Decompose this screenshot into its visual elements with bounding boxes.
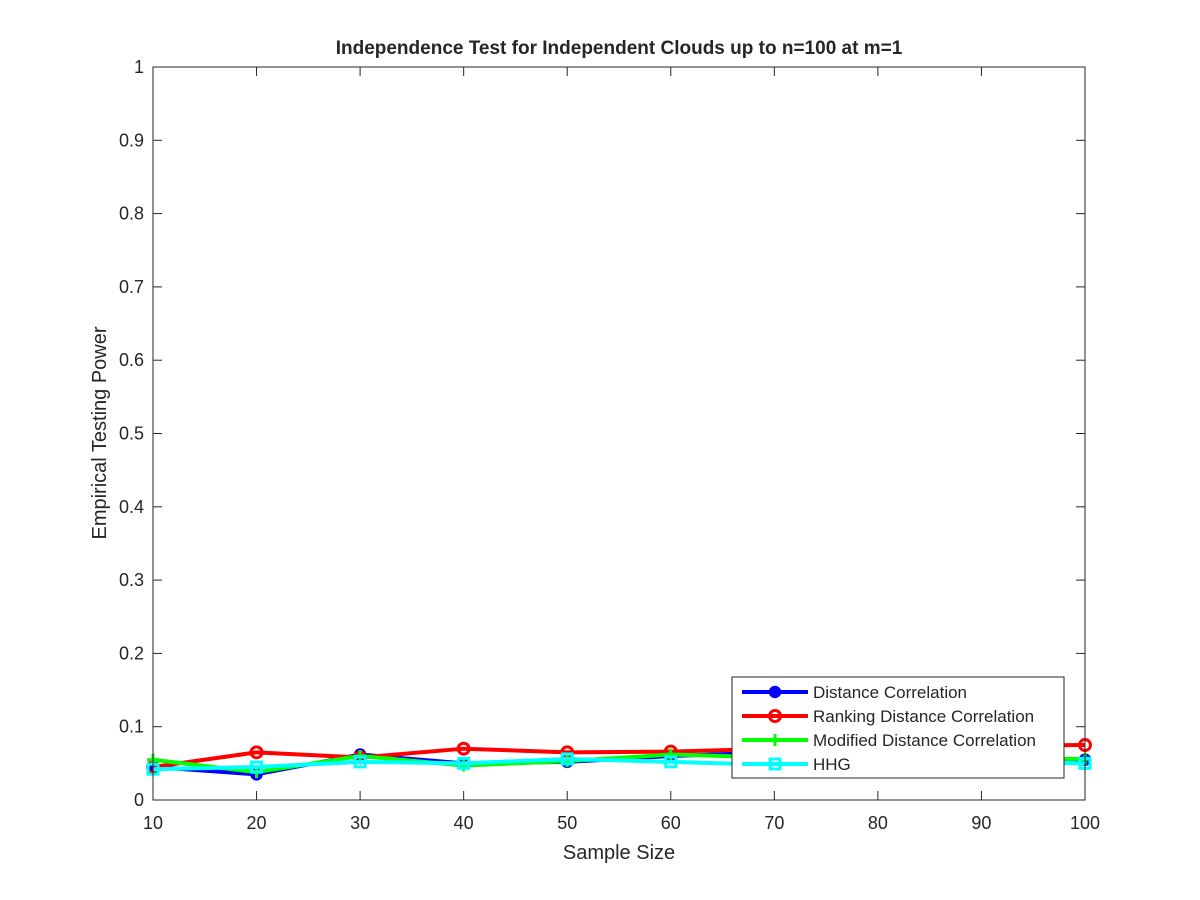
x-tick-label: 70	[764, 813, 784, 833]
legend-label: Modified Distance Correlation	[813, 731, 1036, 750]
legend-marker	[768, 709, 782, 723]
data-point	[353, 755, 367, 769]
y-tick-label: 0	[134, 790, 144, 810]
y-tick-label: 0.1	[119, 717, 144, 737]
legend-marker	[768, 757, 782, 771]
y-tick-label: 0.6	[119, 350, 144, 370]
plot-frame	[152, 66, 1086, 801]
legend-label: Distance Correlation	[813, 683, 967, 702]
legend-entry: HHG	[742, 755, 851, 774]
data-point	[249, 745, 264, 760]
x-tick-label: 30	[350, 813, 370, 833]
x-tick-label: 100	[1070, 813, 1100, 833]
data-point	[664, 755, 678, 769]
x-tick-label: 90	[971, 813, 991, 833]
x-tick-label: 80	[868, 813, 888, 833]
y-tick-label: 1	[134, 57, 144, 77]
y-tick-label: 0.7	[119, 277, 144, 297]
x-tick-label: 20	[247, 813, 267, 833]
legend-label: Ranking Distance Correlation	[813, 707, 1034, 726]
x-axis-label: Sample Size	[563, 842, 675, 864]
legend: Distance Correlation Ranking Distance Cor…	[731, 676, 1065, 779]
y-axis-label: Empirical Testing Power	[89, 326, 111, 539]
y-tick-label: 0.5	[119, 424, 144, 444]
y-tick-label: 0.4	[119, 497, 144, 517]
data-point	[664, 748, 677, 761]
legend-entry: Distance Correlation	[742, 683, 967, 702]
y-tick-label: 0.3	[119, 570, 144, 590]
legend-marker	[768, 685, 782, 699]
x-tick-label: 10	[143, 813, 163, 833]
legend-label: HHG	[813, 755, 851, 774]
x-tick-label: 50	[557, 813, 577, 833]
legend-marker	[769, 734, 781, 746]
legend-entry: Ranking Distance Correlation	[742, 707, 1034, 726]
ticks-layer: 10 20 30 40 50 60 70 80 90 100 0 0.1 0.2 0.3 0.4 0.5 0.6…	[119, 57, 1100, 833]
data-point	[457, 756, 471, 770]
y-tick-label: 0.9	[119, 130, 144, 150]
y-tick-label: 0.2	[119, 643, 144, 663]
x-tick-label: 60	[661, 813, 681, 833]
y-tick-label: 0.8	[119, 204, 144, 224]
data-point	[456, 741, 471, 756]
data-point	[250, 760, 264, 774]
chart-title: Independence Test for Independent Clouds…	[336, 38, 903, 59]
data-point	[560, 752, 574, 766]
x-tick-label: 40	[454, 813, 474, 833]
legend-entry: Modified Distance Correlation	[742, 731, 1036, 750]
